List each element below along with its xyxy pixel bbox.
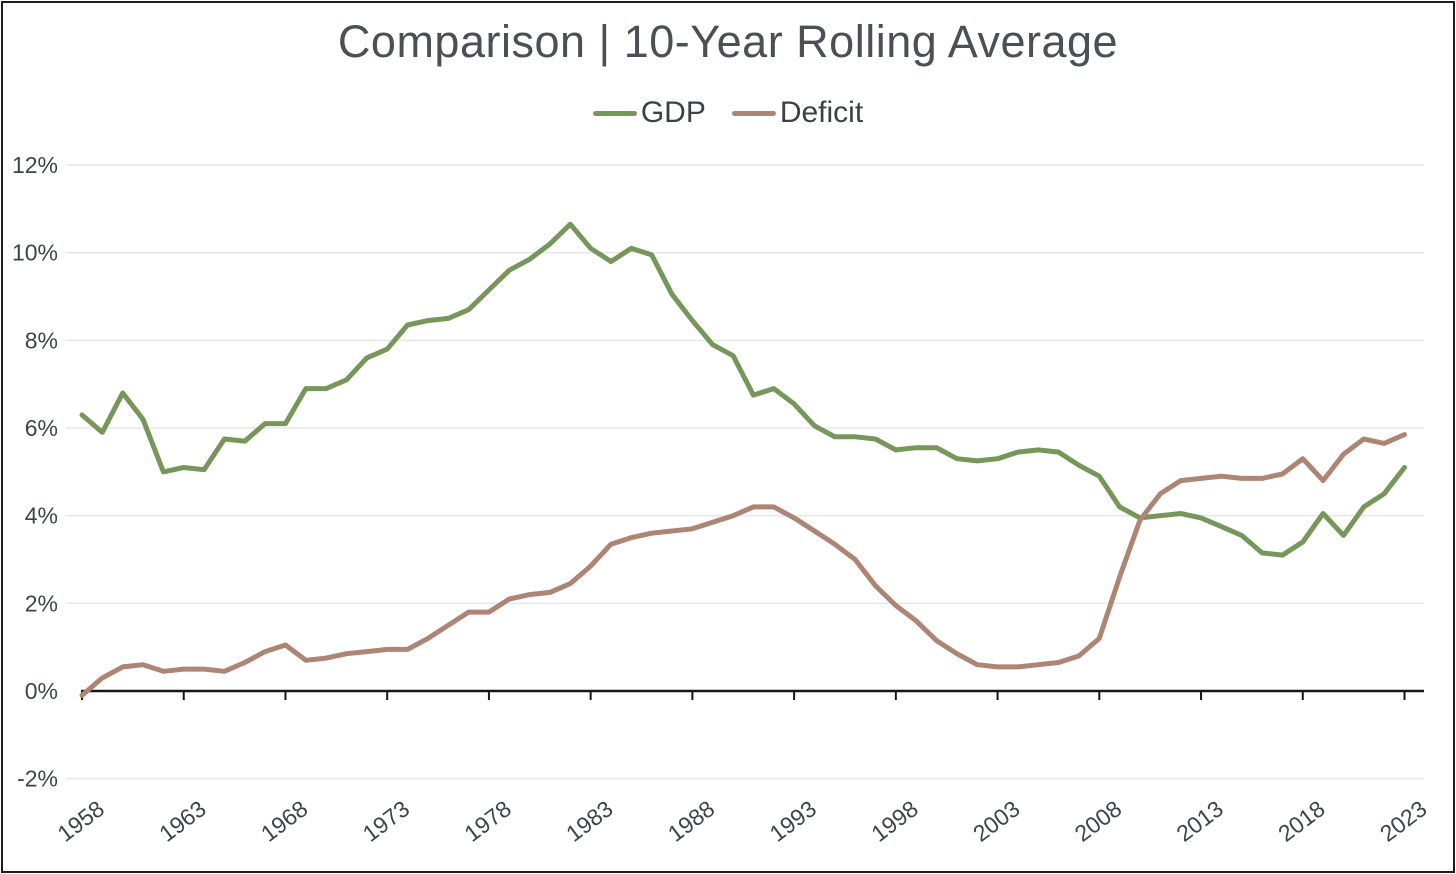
gridlines	[66, 164, 1424, 780]
chart-title: Comparison | 10-Year Rolling Average	[337, 16, 1119, 67]
x-tick-label: 2018	[1273, 795, 1330, 847]
legend-label-gdp: GDP	[640, 96, 706, 129]
deficit-line	[79, 432, 1407, 698]
y-axis-labels: 12% 10% 8% 6% 4% 2% 0% -2%	[12, 152, 58, 792]
x-tick-label: 1958	[52, 795, 109, 847]
x-tick-label: 1998	[866, 795, 923, 847]
x-axis-ticks	[81, 691, 1406, 700]
y-tick-label: 12%	[12, 152, 58, 178]
x-tick-label: 1973	[358, 795, 415, 847]
y-tick-label: 8%	[25, 327, 58, 353]
x-tick-label: 2013	[1172, 795, 1229, 847]
y-tick-label: 2%	[25, 590, 58, 616]
x-axis-labels: 1958 1963 1968 1973 1978 1983 1988 1993 1998 2003…	[52, 795, 1431, 847]
x-tick-label: 1968	[256, 795, 313, 847]
chart-legend: GDP Deficit	[0, 96, 1456, 130]
y-tick-label: 6%	[25, 415, 58, 441]
legend-item-gdp[interactable]: GDP	[592, 96, 706, 130]
y-tick-label: 4%	[25, 503, 58, 529]
x-tick-label: 1993	[765, 795, 822, 847]
x-tick-label: 1963	[154, 795, 211, 847]
gdp-line	[79, 221, 1407, 558]
y-tick-label: -2%	[17, 766, 58, 792]
x-tick-label: 1978	[459, 795, 516, 847]
deficit-line-swatch	[731, 110, 776, 116]
series-lines	[79, 221, 1407, 698]
y-tick-label: 0%	[25, 678, 58, 704]
y-tick-label: 10%	[12, 240, 58, 266]
legend-item-deficit[interactable]: Deficit	[731, 96, 864, 130]
x-tick-label: 2008	[1070, 795, 1127, 847]
x-tick-label: 1988	[663, 795, 720, 847]
legend-label-deficit: Deficit	[779, 96, 864, 129]
x-tick-label: 2023	[1375, 795, 1432, 847]
x-tick-label: 1983	[561, 795, 618, 847]
gdp-line-swatch	[592, 110, 637, 116]
x-tick-label: 2003	[968, 795, 1025, 847]
